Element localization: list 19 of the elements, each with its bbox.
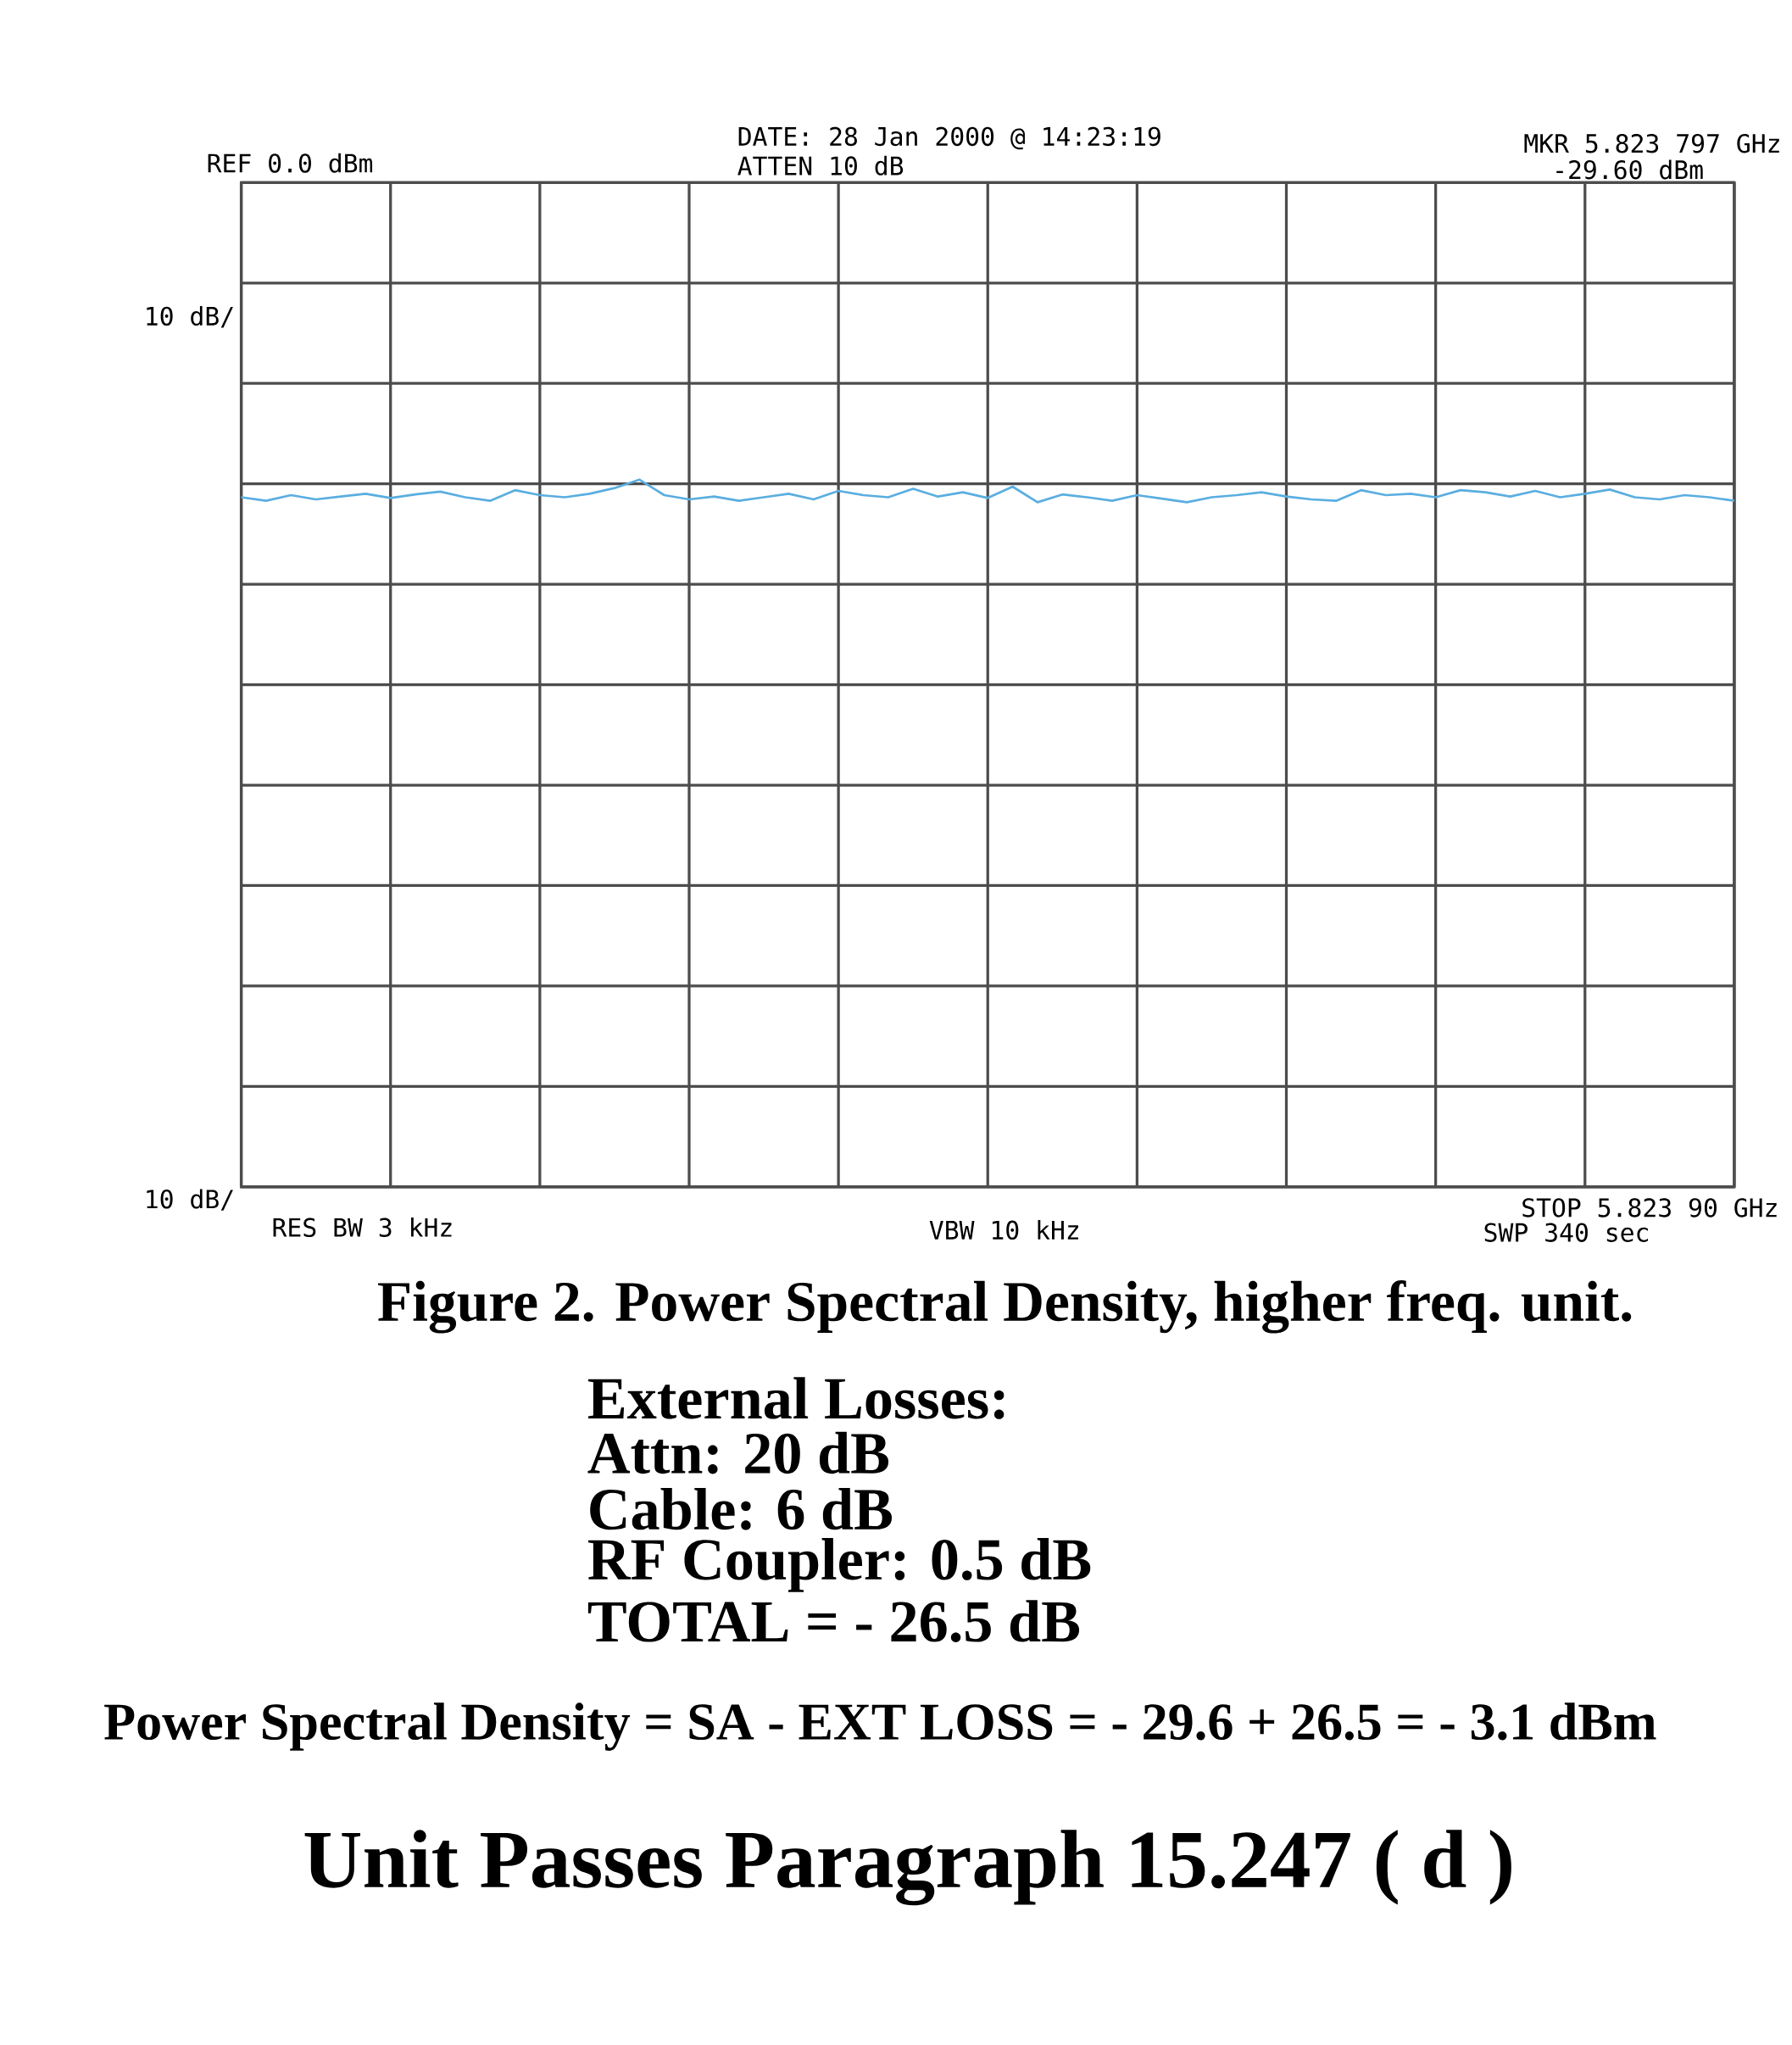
text: RES BW 3 kHz (273, 1217, 452, 1237)
text: STOP 5.823 90 GHz (1522, 1198, 1777, 1218)
text: VBW 10 kHz (929, 1220, 1079, 1240)
text: Power Spectral Density = SA - EXT LOSS = - 29.6 + 26.5 = - 3.1 dBm (104, 1702, 1656, 1751)
text: -29.60 dBm (1556, 159, 1703, 180)
text: RF Coupler: 0.5 dB (588, 1538, 1091, 1592)
text: DATE: 28 Jan 2000 @ 14:23:19 (738, 126, 1161, 150)
text: Attn: 20 dB (587, 1431, 889, 1474)
text: Cable: 6 dB (590, 1487, 893, 1530)
text: 10 dB/ (147, 1189, 234, 1211)
text: Unit Passes Paragraph 15.247 ( d ) (304, 1830, 1512, 1906)
text: TOTAL = - 26.5 dB (588, 1600, 1080, 1642)
text: MKR 5.823 797 GHz (1524, 133, 1779, 153)
text: External Losses: (588, 1377, 1005, 1419)
text: 10 dB/ (147, 306, 234, 328)
text: SWP 340 sec (1484, 1223, 1649, 1242)
text: REF 0.0 dBm (208, 153, 373, 173)
text: ATTEN 10 dB (737, 155, 904, 176)
text: Figure 2. Power Spectral Density, higher freq. unit. (378, 1280, 1632, 1334)
